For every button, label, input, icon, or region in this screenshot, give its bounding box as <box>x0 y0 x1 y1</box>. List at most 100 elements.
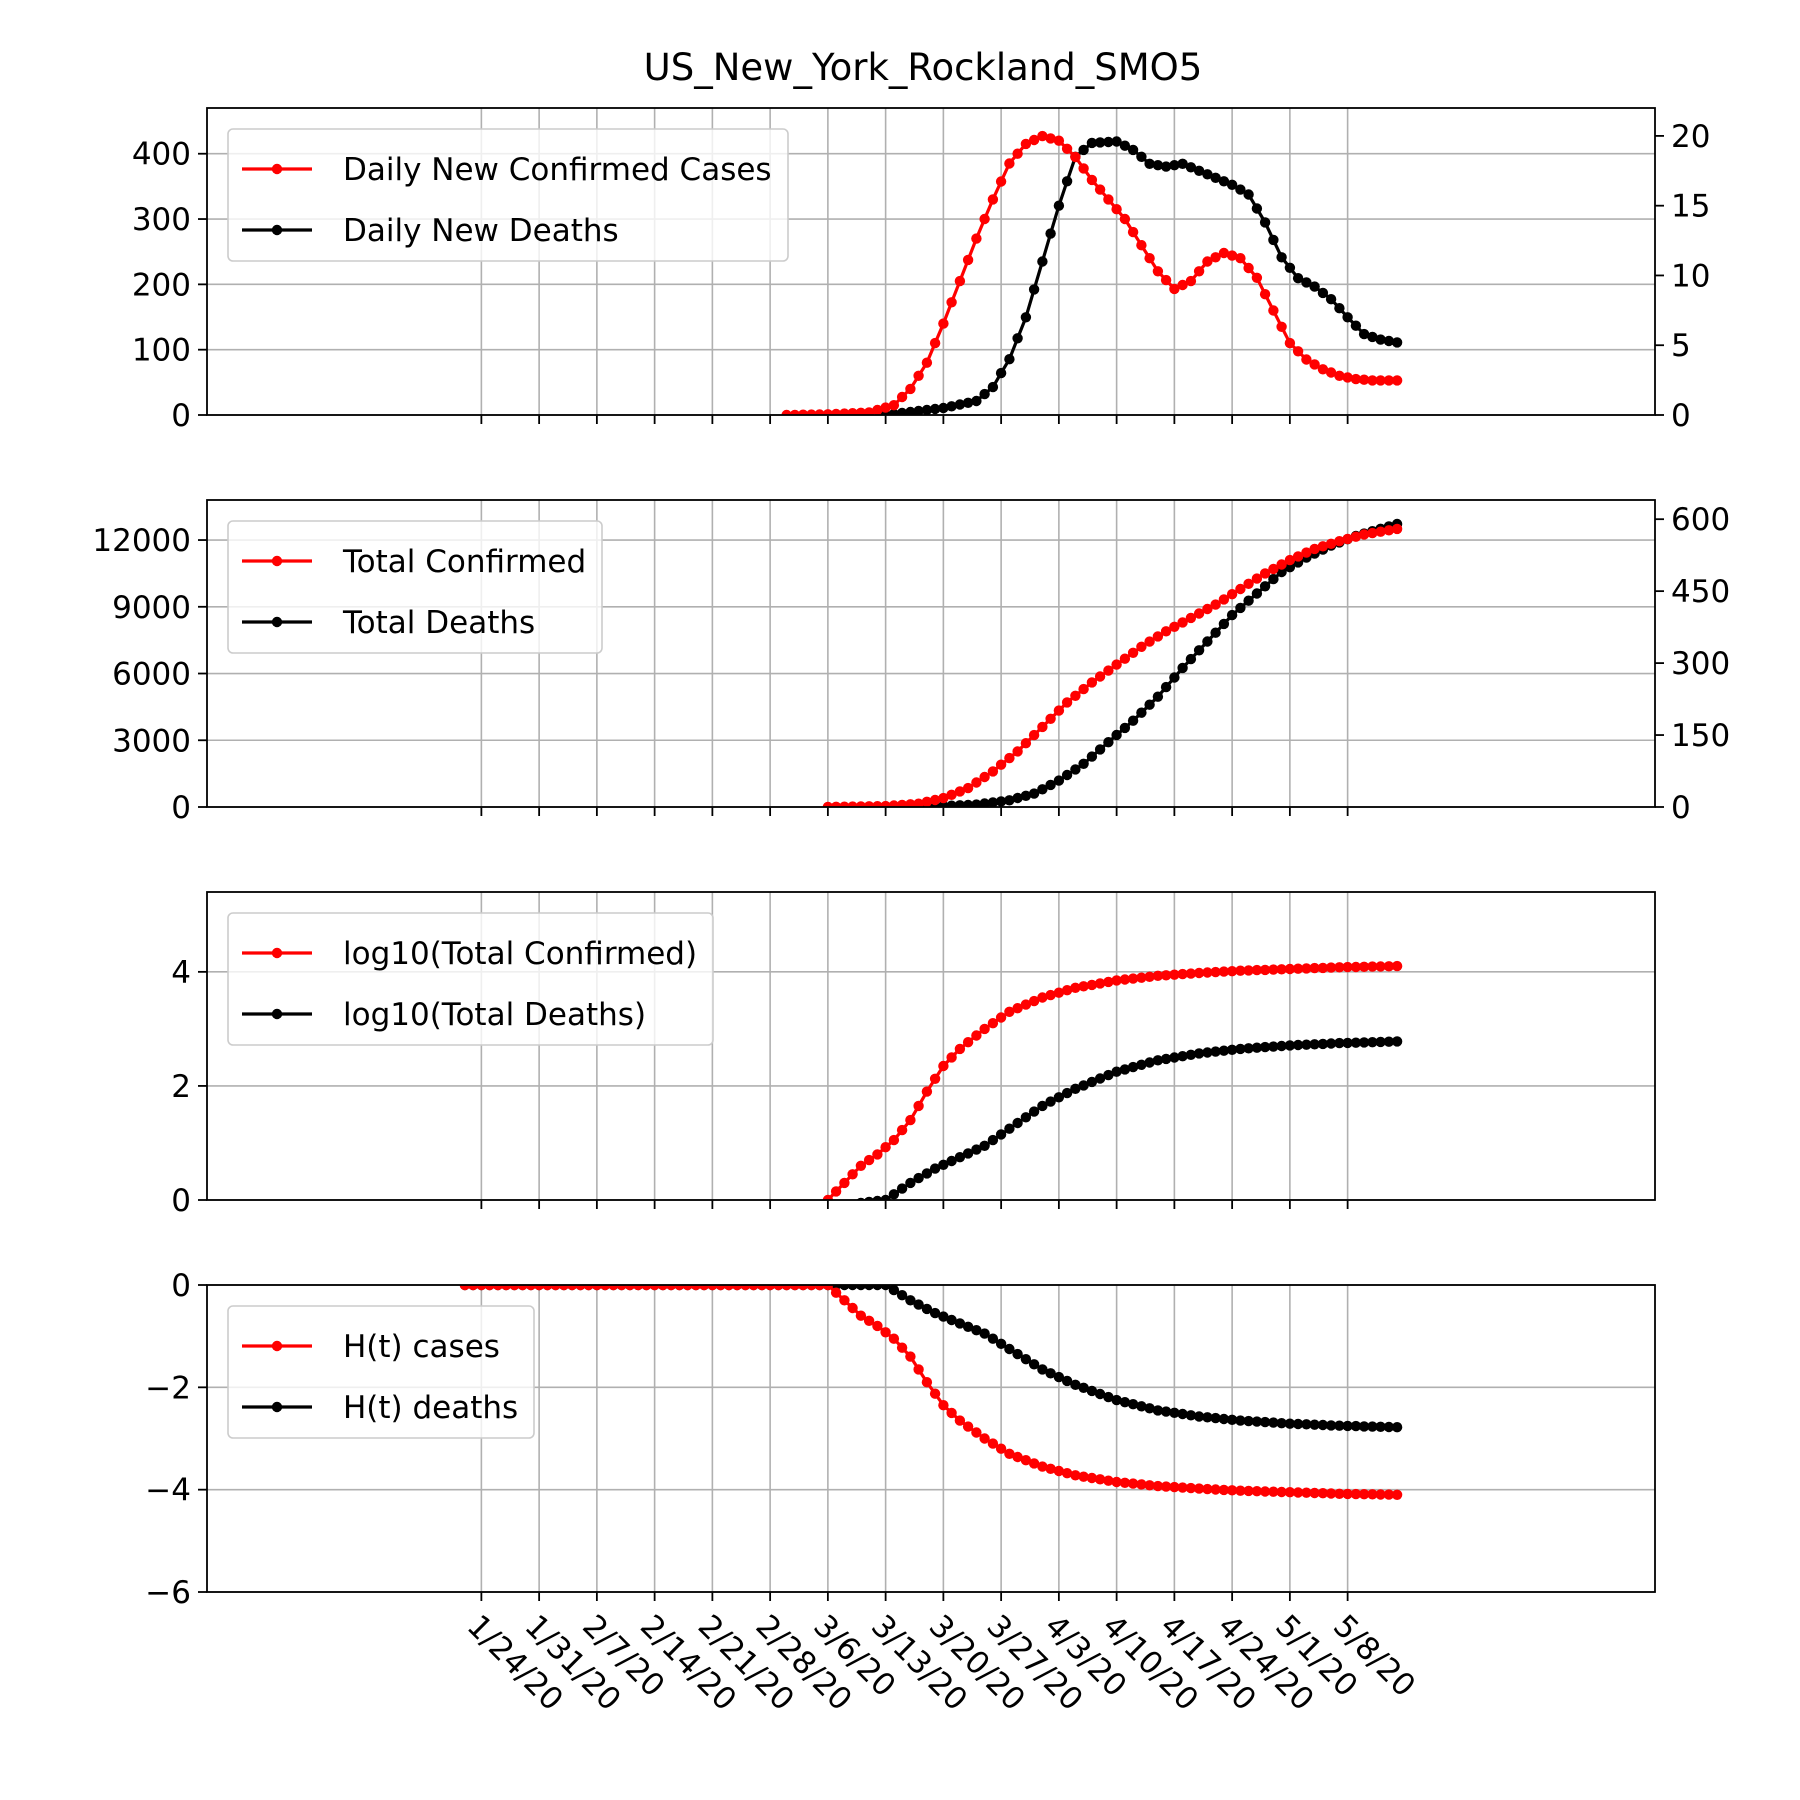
data-point <box>1342 961 1353 973</box>
data-point <box>855 1285 867 1291</box>
data-point <box>781 409 792 415</box>
data-point <box>822 409 834 415</box>
data-point <box>995 367 1007 379</box>
data-point <box>1226 250 1238 261</box>
data-point <box>929 337 941 349</box>
data-point <box>1243 189 1254 200</box>
data-point <box>1004 752 1015 764</box>
y-tick-label: 0 <box>171 398 191 434</box>
data-point <box>1086 1385 1098 1397</box>
data-point <box>1070 690 1081 701</box>
data-point <box>1358 961 1370 972</box>
plot-frame <box>206 499 1656 808</box>
data-point <box>1235 184 1246 195</box>
data-point <box>888 1134 900 1146</box>
data-point <box>1045 713 1056 724</box>
data-point <box>1251 203 1263 214</box>
data-point <box>1259 581 1271 592</box>
data-point <box>1284 337 1296 349</box>
data-point <box>1251 1042 1263 1053</box>
data-point <box>905 1114 916 1126</box>
data-point <box>1367 1421 1378 1432</box>
data-point <box>971 1030 982 1041</box>
data-point <box>905 1351 916 1362</box>
data-point <box>1325 538 1337 549</box>
data-point <box>1375 1489 1386 1500</box>
data-point <box>1094 978 1106 989</box>
data-point <box>1020 312 1032 323</box>
series-line <box>826 964 1398 1200</box>
x-tick-labels: 1/24/201/31/202/7/202/14/202/21/202/28/2… <box>460 1608 1422 1718</box>
data-point <box>1103 1475 1114 1486</box>
data-point <box>979 1023 990 1035</box>
data-point <box>863 1315 875 1327</box>
data-point <box>484 1285 495 1291</box>
data-point <box>822 1285 834 1291</box>
data-point <box>987 1018 999 1029</box>
data-point <box>1177 158 1188 169</box>
data-point <box>1053 200 1065 211</box>
legend-box <box>227 520 603 654</box>
data-point <box>1061 985 1073 996</box>
data-point <box>1284 554 1296 566</box>
data-point <box>1152 631 1164 642</box>
data-point <box>1152 1405 1164 1416</box>
data-point <box>863 1285 875 1291</box>
data-point <box>1144 1480 1155 1491</box>
data-point <box>971 1427 982 1438</box>
data-point <box>1259 964 1271 976</box>
data-point <box>1202 256 1213 267</box>
data-point <box>1103 665 1114 676</box>
data-point <box>905 799 916 807</box>
data-point <box>517 1285 528 1291</box>
data-point <box>1053 775 1065 786</box>
data-point <box>1177 1051 1188 1062</box>
data-point <box>1334 370 1345 381</box>
data-point <box>1012 1003 1023 1014</box>
data-point <box>1152 691 1164 702</box>
data-point <box>921 1168 933 1179</box>
data-point <box>1251 964 1263 976</box>
data-point <box>1375 961 1386 972</box>
y-tick-label: 12000 <box>92 523 191 559</box>
data-point <box>608 1285 619 1291</box>
data-point <box>1020 999 1032 1010</box>
data-point <box>1144 699 1155 710</box>
data-point <box>962 782 974 794</box>
panel-1: 0 100 200 300 400 0 5 10 15 20 Daily New Confirmed… <box>132 107 1710 434</box>
data-point <box>1292 1487 1304 1498</box>
data-point <box>1350 961 1362 973</box>
data-point <box>913 370 924 381</box>
data-point <box>1391 1036 1403 1047</box>
data-point <box>913 405 924 415</box>
data-point <box>1053 705 1065 716</box>
data-point <box>1235 1415 1246 1426</box>
data-point <box>1061 1087 1073 1099</box>
data-point <box>987 1333 999 1344</box>
data-point <box>1160 161 1172 172</box>
data-point <box>1276 1418 1287 1429</box>
data-point <box>979 1433 990 1444</box>
data-point <box>946 789 957 800</box>
panel-4: 0 −2 −4 −6 H(t) cases H(t) deaths <box>145 1268 1656 1611</box>
data-point <box>1342 1037 1353 1049</box>
data-point <box>1202 1412 1213 1423</box>
data-point <box>1111 1394 1122 1406</box>
data-point <box>863 801 875 807</box>
data-point <box>1301 547 1312 558</box>
data-point <box>1111 975 1122 986</box>
data-point <box>847 1302 858 1314</box>
legend-marker <box>271 1340 283 1352</box>
data-point <box>1061 143 1073 154</box>
data-point <box>1276 566 1287 578</box>
data-point <box>1004 1448 1015 1460</box>
data-point <box>1276 321 1287 332</box>
data-point <box>1004 1343 1015 1355</box>
data-point <box>1391 375 1403 386</box>
data-point <box>1103 1391 1114 1403</box>
data-point <box>979 798 990 807</box>
data-point <box>1185 612 1197 624</box>
data-point <box>1045 228 1056 239</box>
data-point <box>1350 373 1362 385</box>
data-point <box>896 799 908 807</box>
